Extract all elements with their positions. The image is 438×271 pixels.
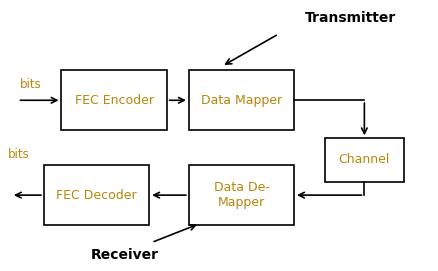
Bar bbox=[61, 70, 166, 130]
Bar bbox=[44, 165, 149, 225]
Text: FEC Decoder: FEC Decoder bbox=[56, 189, 137, 202]
Text: Channel: Channel bbox=[338, 153, 389, 166]
Bar bbox=[188, 70, 293, 130]
Text: Transmitter: Transmitter bbox=[304, 11, 396, 25]
Bar bbox=[324, 138, 403, 182]
Text: bits: bits bbox=[8, 148, 30, 161]
Text: Receiver: Receiver bbox=[91, 248, 159, 262]
Text: FEC Encoder: FEC Encoder bbox=[74, 94, 153, 107]
Text: Data Mapper: Data Mapper bbox=[201, 94, 281, 107]
Bar bbox=[188, 165, 293, 225]
Text: Data De-
Mapper: Data De- Mapper bbox=[213, 181, 269, 209]
Text: bits: bits bbox=[20, 78, 42, 91]
